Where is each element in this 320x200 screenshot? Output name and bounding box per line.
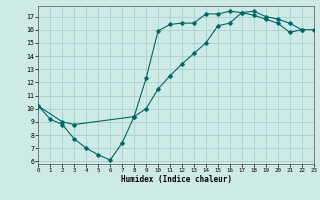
X-axis label: Humidex (Indice chaleur): Humidex (Indice chaleur) [121, 175, 231, 184]
